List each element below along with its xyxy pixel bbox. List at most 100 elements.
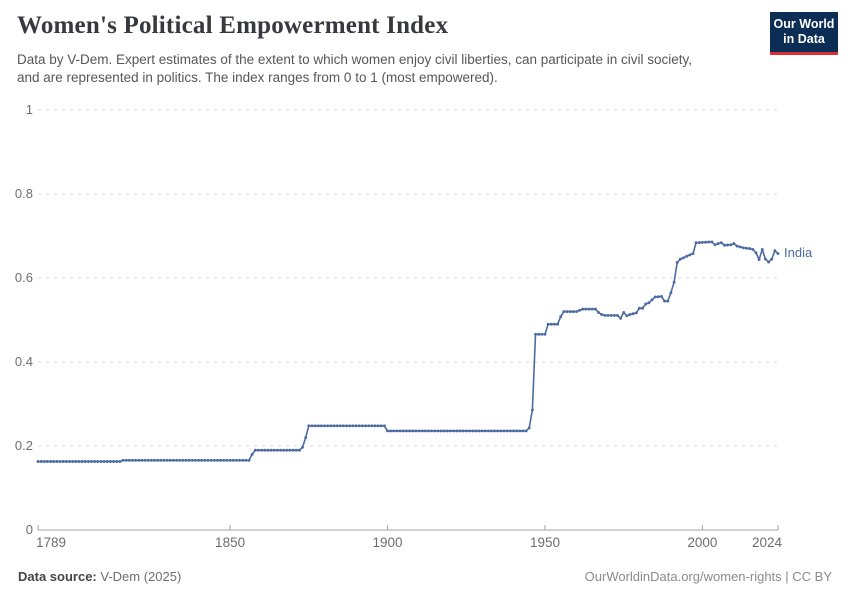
data-point-marker (584, 307, 588, 311)
data-point-marker (625, 314, 629, 318)
data-point-marker (404, 429, 408, 433)
data-point-marker (36, 460, 40, 463)
data-point-marker (64, 460, 68, 463)
data-point-marker (102, 460, 106, 463)
data-point-marker (480, 429, 484, 433)
data-point-marker (512, 429, 515, 433)
data-point-marker (543, 332, 547, 336)
data-point-marker (735, 244, 739, 248)
data-point-marker (612, 313, 616, 317)
series-line-india[interactable] (38, 241, 779, 463)
data-point-marker (527, 426, 531, 430)
data-point-marker (700, 240, 704, 244)
data-point-marker (197, 458, 201, 462)
data-point-marker (546, 322, 550, 326)
data-point-marker (42, 460, 46, 463)
data-point-marker (499, 429, 503, 433)
data-point-marker (263, 448, 267, 452)
data-point-marker (518, 429, 522, 433)
data-point-marker (83, 460, 87, 463)
data-point-marker (707, 240, 711, 244)
data-point-marker (206, 458, 210, 462)
data-point-marker (74, 460, 78, 463)
data-point-marker (364, 424, 367, 428)
data-point-marker (537, 332, 541, 336)
data-point-marker (678, 257, 682, 261)
data-point-marker (408, 429, 412, 433)
data-point-marker (622, 310, 626, 314)
data-point-marker (112, 460, 116, 463)
data-point-marker (754, 251, 758, 255)
data-point-marker (386, 429, 389, 433)
data-point-marker (228, 458, 232, 462)
data-point-marker (137, 458, 141, 462)
chart-subtitle: Data by V-Dem. Expert estimates of the e… (17, 52, 693, 86)
x-tick-label: 2024 (751, 535, 782, 550)
data-point-marker (253, 448, 257, 452)
data-source-label: Data source: (18, 569, 97, 584)
data-point-marker (304, 436, 308, 440)
data-point-marker (329, 424, 333, 428)
data-point-marker (449, 429, 452, 433)
data-point-marker (301, 445, 304, 449)
data-point-marker (190, 458, 194, 462)
data-point-marker (118, 460, 122, 463)
data-point-marker (445, 429, 449, 433)
data-point-marker (505, 429, 509, 433)
data-point-marker (710, 240, 714, 244)
data-point-marker (738, 245, 742, 249)
data-point-marker (77, 460, 81, 463)
data-point-marker (250, 452, 254, 456)
data-point-marker (49, 460, 53, 463)
page-title: Women's Political Empowerment Index (17, 12, 449, 39)
y-tick-label: 1 (25, 102, 33, 117)
data-point-marker (307, 424, 311, 428)
data-point-marker (121, 458, 125, 462)
x-tick-label: 1900 (372, 535, 403, 550)
data-point-marker (590, 307, 594, 311)
data-point-marker (395, 429, 399, 433)
data-point-marker (71, 460, 75, 463)
data-point-marker (741, 246, 745, 250)
data-point-marker (171, 458, 175, 462)
data-point-marker (285, 448, 289, 452)
data-point-marker (524, 429, 528, 433)
data-point-marker (483, 429, 487, 433)
footer-credit-link[interactable]: OurWorldinData.org/women-rights | CC BY (584, 569, 832, 584)
data-point-marker (496, 429, 500, 433)
data-point-marker (493, 429, 497, 433)
data-point-marker (593, 307, 597, 311)
owid-logo[interactable]: Our World in Data (770, 12, 838, 55)
data-point-marker (354, 424, 358, 428)
data-point-marker (452, 429, 456, 433)
data-point-marker (370, 424, 374, 428)
data-point-marker (326, 424, 330, 428)
data-point-marker (272, 448, 276, 452)
data-point-marker (597, 310, 600, 314)
data-point-marker (99, 460, 103, 463)
data-point-marker (423, 429, 427, 433)
data-point-marker (310, 424, 314, 428)
data-point-marker (244, 458, 248, 462)
data-point-marker (389, 429, 393, 433)
data-point-marker (716, 242, 720, 246)
data-point-marker (442, 429, 446, 433)
data-point-marker (231, 458, 235, 462)
series-label-india[interactable]: India (784, 244, 813, 260)
data-point-marker (436, 429, 440, 433)
data-point-marker (530, 408, 534, 412)
data-point-marker (401, 429, 405, 433)
data-point-marker (105, 460, 109, 463)
data-point-marker (279, 448, 282, 452)
data-point-marker (603, 313, 607, 317)
data-point-marker (323, 424, 327, 428)
data-point-marker (288, 448, 292, 452)
data-point-marker (187, 458, 191, 462)
data-point-marker (767, 260, 771, 264)
data-point-marker (319, 424, 323, 428)
data-point-marker (770, 257, 774, 261)
data-point-marker (474, 429, 478, 433)
data-point-marker (373, 424, 377, 428)
data-point-marker (688, 253, 692, 257)
y-tick-label: 0.2 (14, 438, 33, 453)
